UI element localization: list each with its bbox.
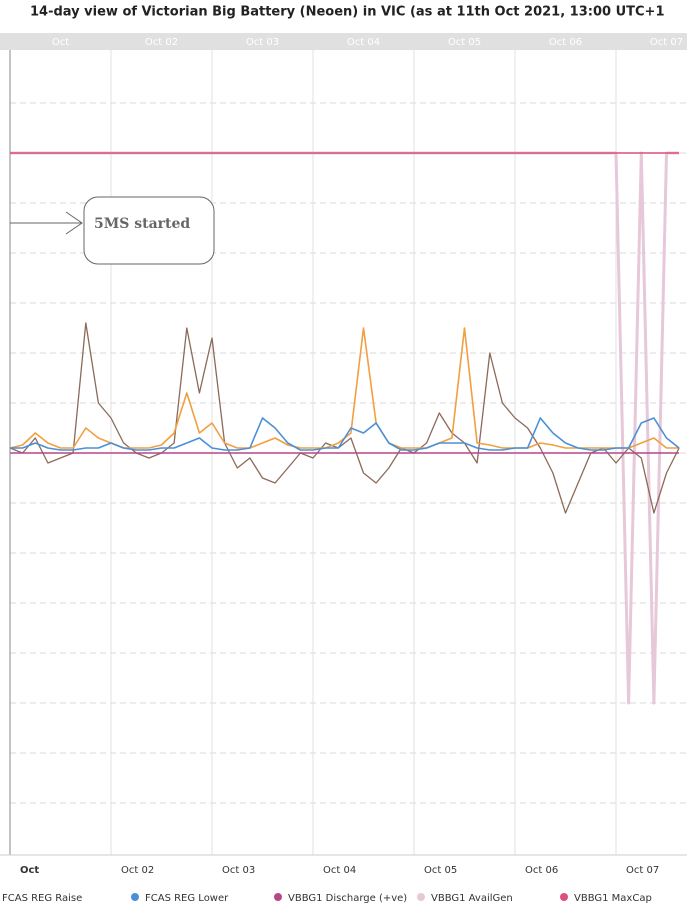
chart-title: 14-day view of Victorian Big Battery (Ne… <box>30 5 665 20</box>
x-tick-label: Oct 07 <box>626 865 659 876</box>
legend-marker <box>560 893 568 901</box>
navigator-bar <box>0 33 687 50</box>
series-line <box>10 417 680 451</box>
legend-marker <box>274 893 282 901</box>
navigator-label: Oct 04 <box>347 37 380 48</box>
navigator-label: Oct <box>52 37 69 48</box>
annotation-text: 5MS started <box>94 216 190 232</box>
legend-marker <box>131 893 139 901</box>
legend-label: FCAS REG Raise <box>2 893 82 904</box>
x-tick-label: Oct 06 <box>525 865 558 876</box>
x-tick-label: Oct <box>20 865 39 876</box>
legend-label: VBBG1 AvailGen <box>431 893 513 904</box>
navigator-label: Oct 05 <box>448 37 481 48</box>
series-line <box>9 327 680 449</box>
x-tick-label: Oct 05 <box>424 865 457 876</box>
legend: FCAS REG Raise FCAS REG Lower VBBG1 Discha… <box>2 893 652 904</box>
legend-label: VBBG1 Discharge (+ve) <box>288 893 407 904</box>
x-tick-label: Oct 02 <box>121 865 154 876</box>
x-tick-label: Oct 04 <box>323 865 356 876</box>
series-line <box>9 322 680 514</box>
annotation-box <box>83 196 215 265</box>
x-tick-label: Oct 03 <box>222 865 255 876</box>
legend-label: VBBG1 MaxCap <box>574 893 652 904</box>
navigator-label: Oct 03 <box>246 37 279 48</box>
legend-label: FCAS REG Lower <box>145 893 229 904</box>
navigator-label: Oct 06 <box>549 37 582 48</box>
plot <box>9 151 680 705</box>
legend-marker <box>417 893 425 901</box>
annotation-arrowhead <box>65 211 83 235</box>
annotation: 5MS started <box>10 196 215 265</box>
navigator-label: Oct 02 <box>145 37 178 48</box>
navigator-label: Oct 07 <box>650 37 683 48</box>
